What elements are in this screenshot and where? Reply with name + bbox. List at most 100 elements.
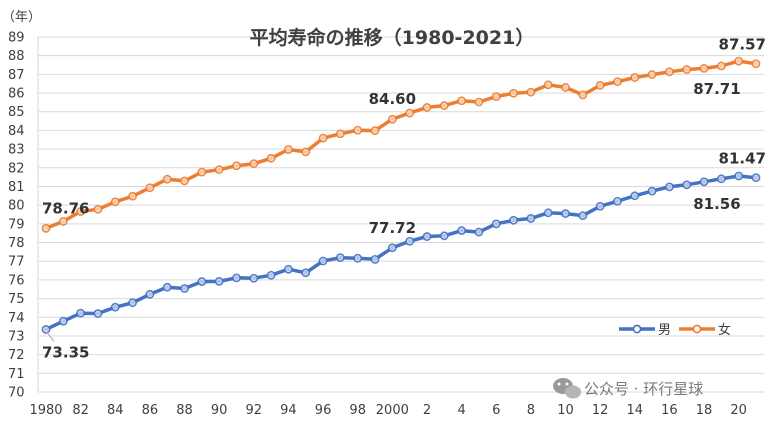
data-point-fill [216, 167, 222, 173]
data-point [93, 204, 103, 214]
legend-label: 女 [718, 322, 731, 338]
data-point-fill [736, 173, 742, 179]
data-point-fill [684, 182, 690, 188]
annotations: 73.35 78.76 77.72 84.60 81.47 81.56 87.57 87.71 [42, 36, 766, 362]
data-point [145, 183, 155, 193]
data-point-fill [60, 219, 66, 224]
data-point [613, 77, 622, 87]
data-point [595, 201, 605, 211]
data-point [197, 167, 207, 177]
data-point-fill [580, 213, 586, 219]
series-line [45, 59, 757, 230]
x-tick-label: 16 [661, 403, 678, 418]
data-point [284, 264, 293, 274]
data-point-fill [251, 161, 257, 167]
x-tick-label: 98 [349, 403, 366, 418]
data-point [353, 125, 363, 135]
data-point [145, 289, 155, 299]
series-男 [41, 171, 761, 334]
data-point [716, 174, 726, 184]
data-point [370, 254, 380, 264]
data-point-fill [545, 82, 551, 88]
data-point [751, 59, 761, 69]
data-point [214, 276, 224, 286]
data-point [526, 214, 536, 223]
x-tick-label: 2 [423, 403, 431, 418]
data-label: 81.47 [719, 150, 766, 168]
x-tick-label: 4 [457, 403, 465, 418]
data-point-fill [649, 72, 655, 77]
data-point-fill [372, 128, 378, 134]
data-point [474, 97, 484, 107]
x-tick-label: 86 [142, 403, 159, 418]
chart-title: 平均寿命の推移（1980-2021） [250, 26, 535, 49]
legend-swatch-marker [692, 324, 702, 334]
data-point [647, 70, 657, 79]
data-point [457, 96, 467, 106]
data-point-fill [337, 255, 343, 261]
data-point-fill [95, 206, 101, 212]
data-point [543, 80, 553, 90]
x-tick-label: 88 [176, 403, 193, 418]
data-point [439, 101, 449, 110]
data-point [630, 73, 640, 82]
data-point [699, 63, 709, 73]
data-point-fill [234, 275, 239, 281]
data-point-fill [511, 90, 516, 96]
y-tick-label: 79 [8, 217, 25, 232]
data-point-fill [60, 318, 66, 324]
x-tick-label: 82 [72, 403, 89, 418]
data-point-fill [615, 79, 620, 85]
data-point [491, 219, 501, 229]
x-tick-label: 92 [246, 403, 263, 418]
data-point [76, 207, 86, 216]
data-point-fill [736, 58, 742, 64]
data-point [699, 177, 709, 187]
data-point [110, 197, 120, 207]
data-point-fill [78, 310, 84, 316]
data-point-fill [563, 211, 568, 216]
data-point [318, 133, 328, 143]
data-point [266, 270, 276, 280]
data-point-fill [286, 266, 291, 272]
data-point-fill [268, 272, 274, 278]
data-point [301, 147, 311, 157]
data-point [180, 284, 189, 293]
data-point [578, 90, 588, 100]
x-tick-label: 2000 [376, 403, 409, 418]
data-point-fill [667, 69, 672, 75]
data-point [197, 277, 207, 286]
data-point-fill [563, 85, 568, 90]
data-point-fill [251, 275, 257, 281]
y-axis: 70 71 72 73 74 75 76 77 78 79 80 81 82 83 84 85 86 87 88 89 [8, 31, 25, 401]
y-tick-label: 86 [8, 87, 25, 102]
data-point-fill [286, 147, 291, 152]
data-point-fill [545, 210, 551, 216]
data-point-fill [389, 116, 395, 122]
data-point [422, 232, 432, 241]
data-label: 87.57 [719, 36, 766, 54]
x-tick-label: 14 [627, 403, 644, 418]
data-point-fill [528, 216, 534, 221]
x-tick-label: 12 [592, 403, 609, 418]
data-point [595, 80, 605, 90]
data-point-fill [320, 258, 326, 264]
data-point-fill [355, 255, 361, 261]
data-point [128, 191, 137, 201]
y-tick-label: 75 [8, 292, 25, 307]
data-point [76, 308, 86, 318]
data-point [301, 268, 311, 278]
x-tick-label: 84 [107, 403, 124, 418]
data-point-fill [459, 228, 465, 233]
data-point-fill [130, 300, 135, 306]
data-point [578, 211, 588, 221]
data-point [613, 196, 622, 206]
data-point-fill [164, 176, 170, 182]
data-point [734, 56, 744, 66]
y-tick-label: 83 [8, 143, 25, 158]
y-tick-label: 80 [8, 199, 25, 214]
data-point [162, 174, 172, 184]
data-point [353, 253, 363, 263]
data-point-fill [320, 135, 326, 141]
